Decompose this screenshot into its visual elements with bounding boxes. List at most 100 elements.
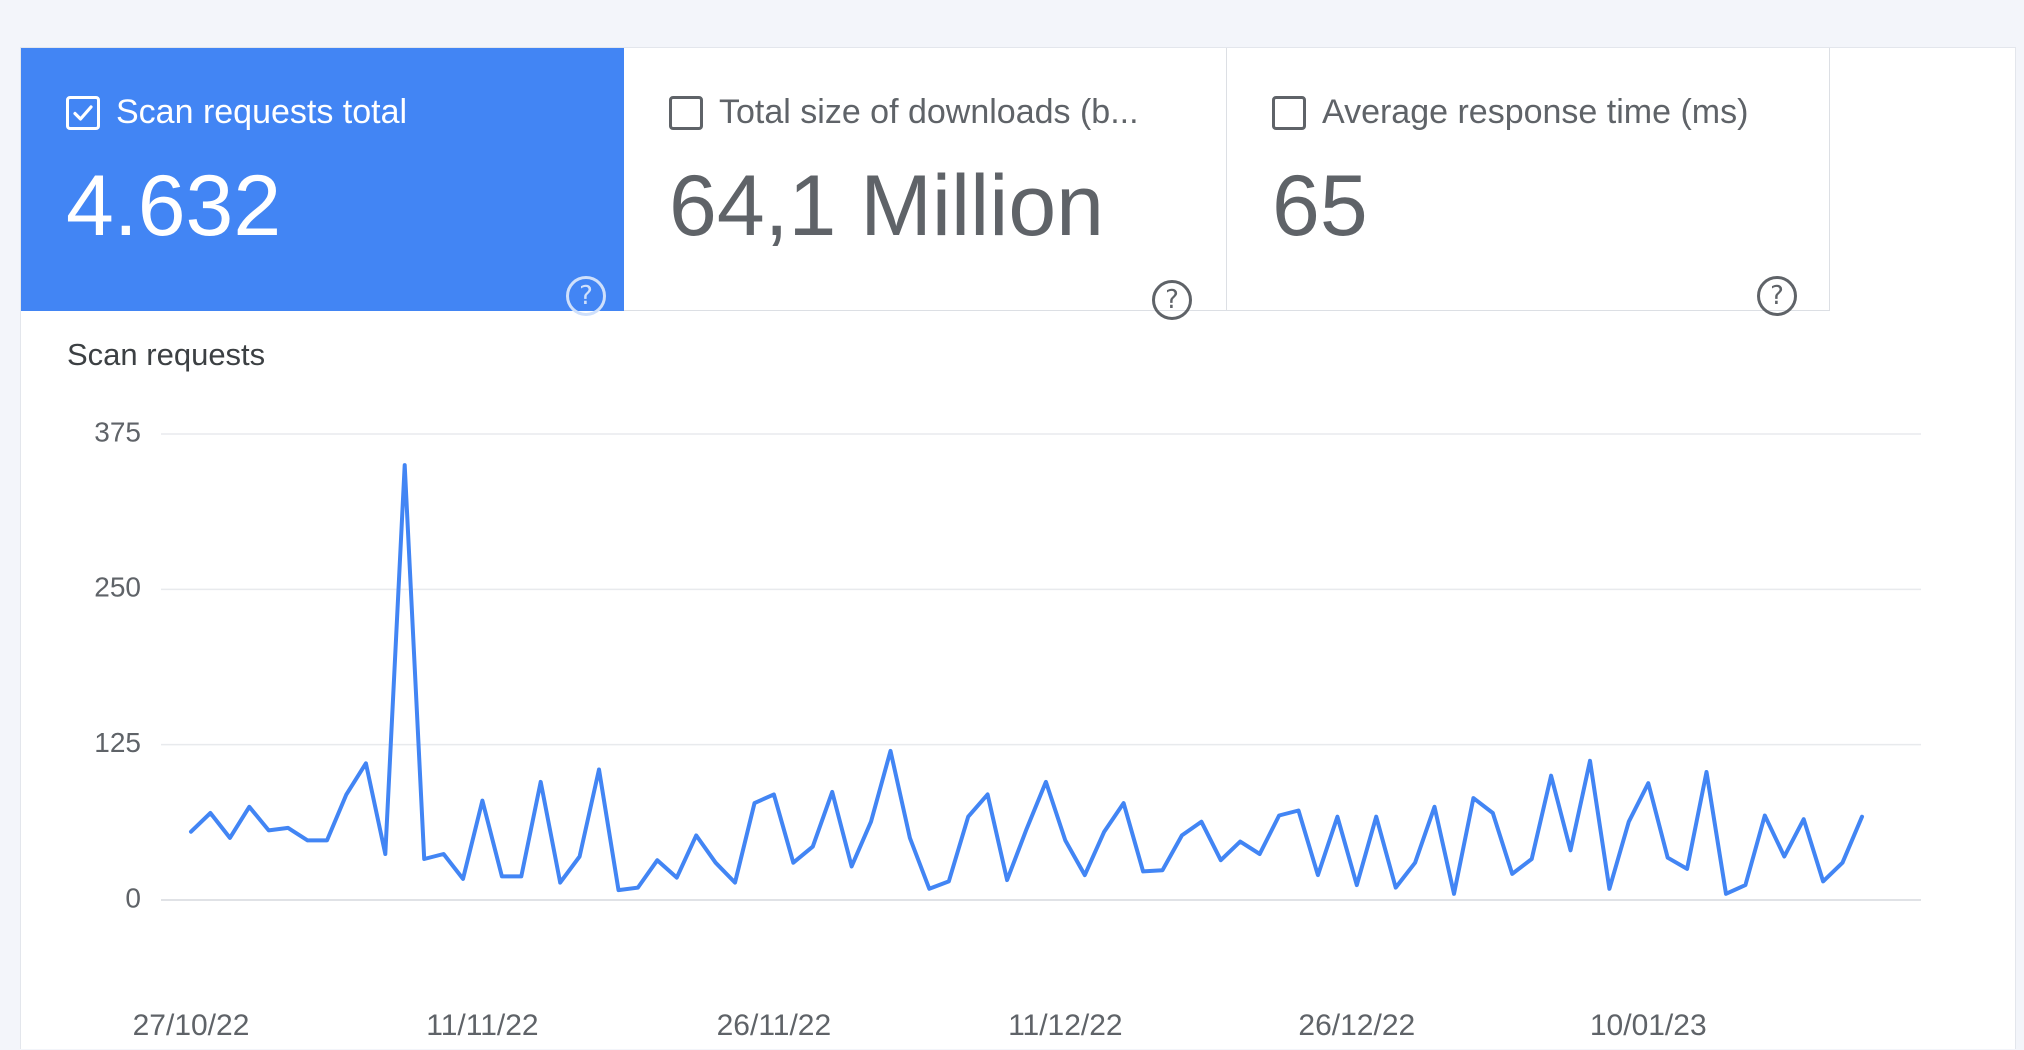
- data-point: [305, 837, 311, 843]
- data-point: [616, 887, 622, 893]
- data-point: [1742, 882, 1748, 888]
- data-point: [441, 851, 447, 857]
- data-point: [1432, 804, 1438, 810]
- metric-value: 4.632: [66, 158, 282, 254]
- data-point: [1257, 851, 1263, 857]
- data-point: [1179, 832, 1185, 838]
- data-point: [810, 844, 816, 850]
- y-tick-label: 250: [94, 572, 141, 603]
- data-point: [907, 835, 913, 841]
- data-point: [479, 798, 485, 804]
- data-point: [635, 885, 641, 891]
- metric-label: Scan requests total: [116, 93, 408, 131]
- data-point: [1043, 779, 1049, 785]
- metric-header: Scan requests total: [66, 93, 407, 132]
- scan-requests-line-chart: Scan requests 375 250 125 0 27/10/22 11/11/22 2…: [67, 337, 1921, 1042]
- data-point: [1529, 856, 1535, 862]
- x-tick-label: 10/01/23: [1590, 1009, 1707, 1042]
- data-point: [1645, 780, 1651, 786]
- chart-area: Scan requests 375 250 125 0 27/10/22 11/11/22 2…: [21, 311, 2017, 1050]
- data-point: [1062, 837, 1068, 843]
- data-point: [1490, 810, 1496, 816]
- data-point: [1334, 814, 1340, 820]
- y-tick-label: 0: [125, 882, 141, 913]
- metric-checkbox[interactable]: [669, 95, 703, 130]
- data-point: [460, 876, 466, 882]
- metric-value: 65: [1272, 158, 1368, 254]
- y-tick-label: 375: [94, 416, 141, 447]
- data-point: [926, 886, 932, 892]
- metric-tabs: Scan requests total 4.632 ? Total size o…: [21, 48, 1830, 320]
- data-point: [285, 825, 291, 831]
- data-point: [1820, 878, 1826, 884]
- metric-header: Average response time (ms): [1272, 93, 1748, 132]
- data-point: [538, 779, 544, 785]
- data-point: [752, 800, 758, 806]
- data-point: [713, 860, 719, 866]
- data-point: [1684, 866, 1690, 872]
- data-point: [1665, 855, 1671, 861]
- data-point: [207, 810, 213, 816]
- help-circle-icon[interactable]: ?: [1757, 276, 1797, 316]
- x-tick-label: 11/11/22: [426, 1009, 538, 1042]
- data-point: [1237, 839, 1243, 845]
- metric-card-scan-requests-total[interactable]: Scan requests total 4.632 ?: [21, 48, 624, 316]
- data-point: [1762, 813, 1768, 819]
- x-tick-label: 27/10/22: [133, 1009, 250, 1042]
- data-point: [829, 789, 835, 795]
- data-point: [1082, 872, 1088, 878]
- data-point: [1296, 808, 1302, 814]
- metric-header: Total size of downloads (b...: [669, 93, 1139, 132]
- metric-card-average-response-time[interactable]: Average response time (ms) 65 ?: [1227, 48, 1830, 316]
- data-point: [1354, 882, 1360, 888]
- help-circle-icon[interactable]: ?: [1152, 280, 1192, 320]
- dashboard-card: Scan requests total 4.632 ? Total size o…: [20, 47, 2016, 1049]
- data-point: [946, 878, 952, 884]
- data-point: [1218, 857, 1224, 863]
- data-point: [1859, 814, 1865, 820]
- series-line-scan-requests: [189, 463, 1864, 896]
- data-point: [1626, 819, 1632, 825]
- metric-checkbox[interactable]: [1272, 95, 1306, 130]
- data-point: [1840, 860, 1846, 866]
- data-point: [1509, 871, 1515, 877]
- data-point: [246, 804, 252, 810]
- data-point: [888, 748, 894, 754]
- data-point: [674, 875, 680, 881]
- data-point: [1121, 800, 1127, 806]
- metric-checkbox[interactable]: [66, 95, 100, 130]
- chart-title: Scan requests: [67, 337, 265, 372]
- data-point: [1470, 795, 1476, 801]
- metric-label: Total size of downloads (b...: [719, 93, 1139, 131]
- data-point: [1024, 826, 1030, 832]
- data-point: [596, 767, 602, 773]
- data-point: [1723, 891, 1729, 897]
- x-tick-label: 26/12/22: [1298, 1009, 1415, 1042]
- data-point: [499, 873, 505, 879]
- data-point: [1451, 891, 1457, 897]
- data-point: [1315, 872, 1321, 878]
- data-point: [985, 791, 991, 797]
- data-point: [1412, 860, 1418, 866]
- data-point: [1160, 867, 1166, 873]
- data-point: [324, 837, 330, 843]
- data-point: [1801, 816, 1807, 822]
- data-point: [771, 791, 777, 797]
- data-point: [266, 827, 272, 833]
- checkmark-icon: [73, 104, 93, 121]
- data-point: [557, 880, 563, 886]
- data-point: [1140, 868, 1146, 874]
- data-point: [188, 829, 194, 835]
- metric-card-total-size-of-downloads[interactable]: Total size of downloads (b... 64,1 Milli…: [624, 48, 1227, 320]
- data-point: [654, 857, 660, 863]
- data-point: [1101, 829, 1107, 835]
- metric-value: 64,1 Million: [669, 158, 1104, 254]
- data-point: [1606, 886, 1612, 892]
- data-point: [577, 854, 583, 860]
- data-point: [421, 856, 427, 862]
- data-point: [363, 760, 369, 766]
- help-circle-icon[interactable]: ?: [566, 276, 606, 316]
- y-tick-label: 125: [94, 727, 141, 758]
- data-point: [402, 462, 408, 468]
- data-point: [1393, 885, 1399, 891]
